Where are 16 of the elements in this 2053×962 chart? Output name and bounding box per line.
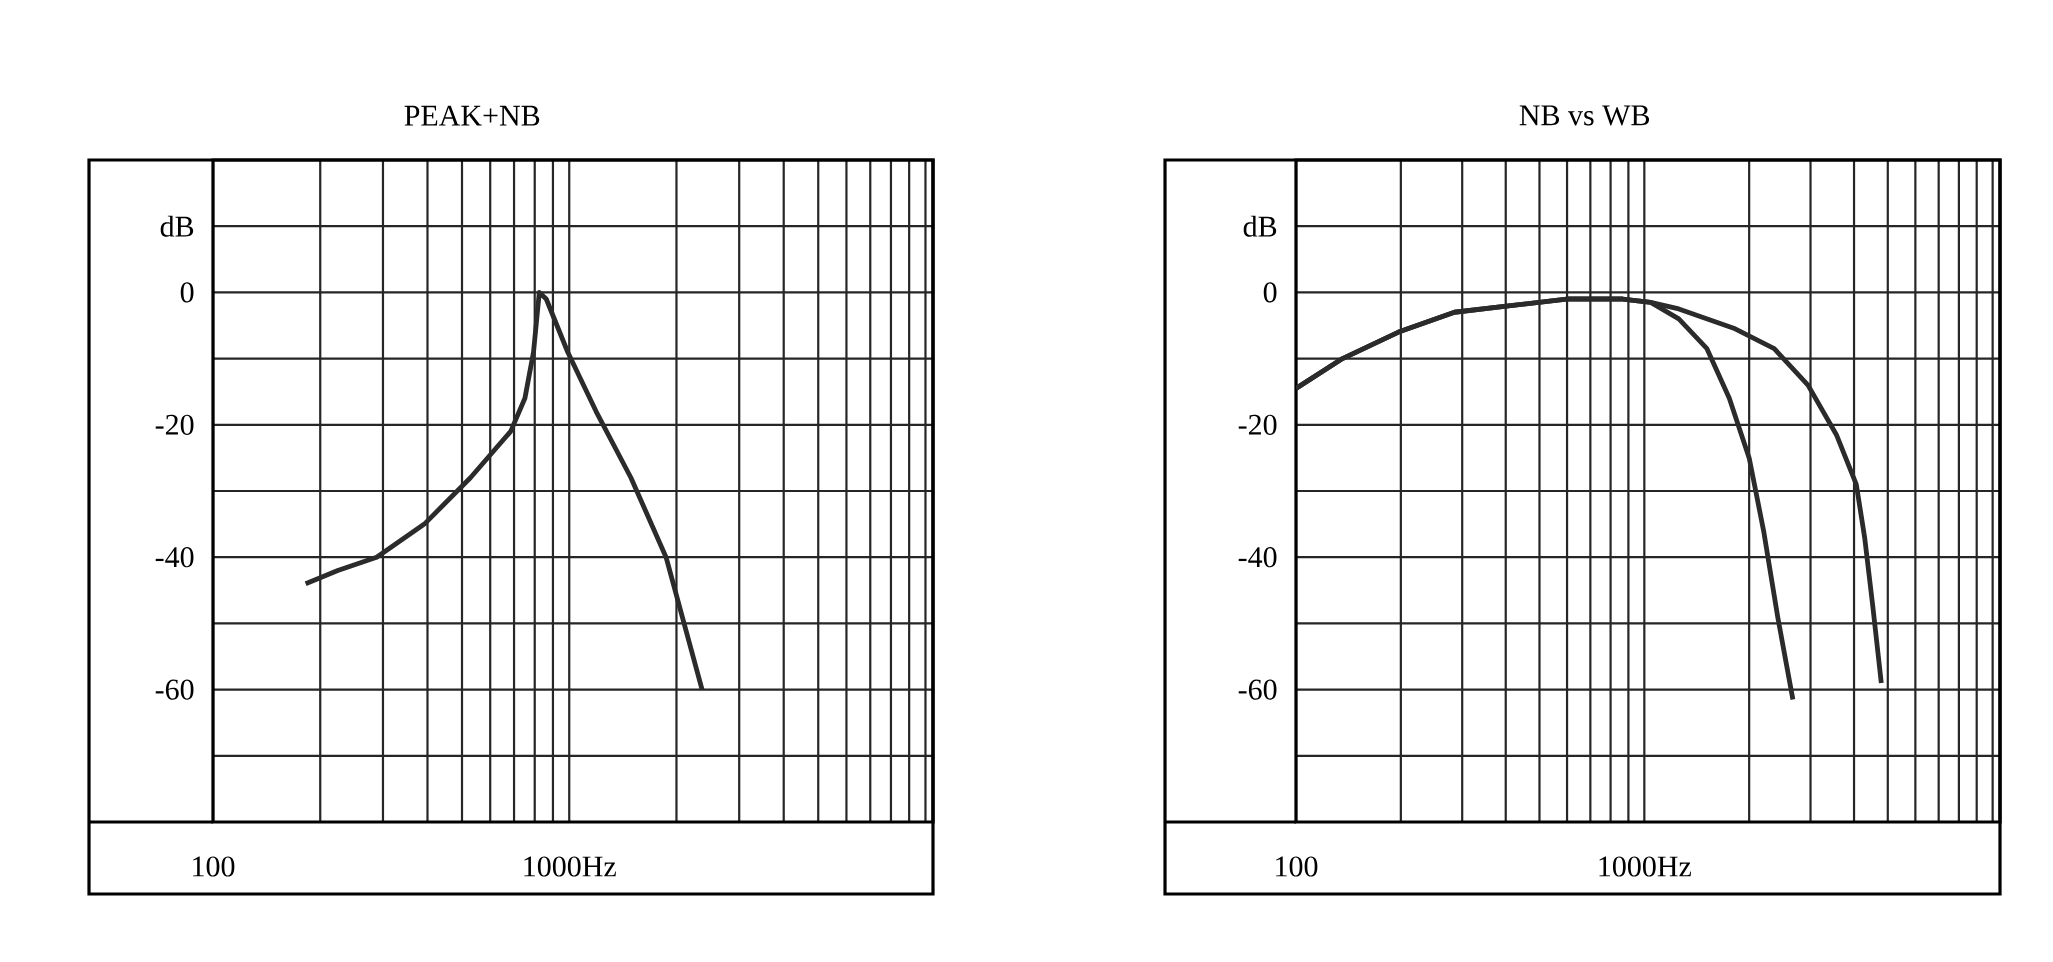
y-tick-label: -60 [155, 679, 194, 700]
x-tick-label: 1000Hz [1599, 856, 1691, 877]
y-tick-label: -20 [155, 414, 194, 435]
chart-title: NB vs WB [1519, 105, 1650, 126]
x-tick-label: 1000Hz [524, 856, 616, 877]
y-axis-title: dB [160, 215, 194, 237]
chart-title: PEAK+NB [404, 105, 540, 126]
y-tick-label: -20 [1238, 414, 1277, 435]
y-tick-label: -40 [155, 547, 194, 568]
y-tick-label: 0 [1263, 282, 1277, 303]
y-tick-label: -40 [1238, 547, 1277, 568]
x-tick-label: 100 [1276, 856, 1318, 877]
y-axis-title: dB [1243, 215, 1277, 237]
y-tick-label: -60 [1238, 679, 1277, 700]
y-tick-label: 0 [180, 282, 194, 303]
x-tick-label: 100 [193, 856, 235, 877]
